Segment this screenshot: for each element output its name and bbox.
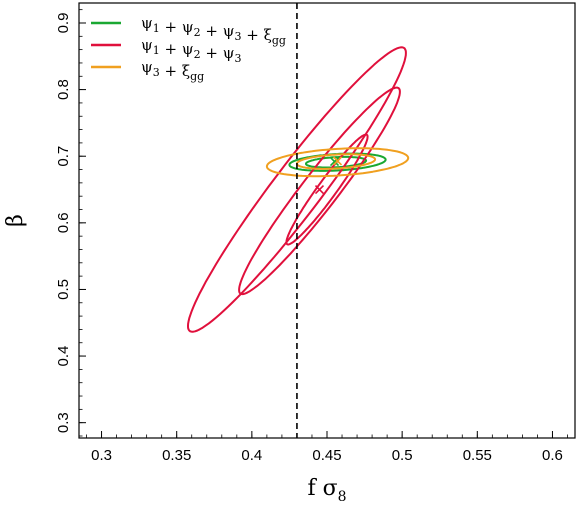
x-tick-label: 0.55 xyxy=(463,447,492,464)
y-tick-label: 0.9 xyxy=(55,13,72,34)
x-tick-label: 0.4 xyxy=(241,447,262,464)
x-tick-label: 0.5 xyxy=(392,447,413,464)
contour-line xyxy=(187,46,407,333)
x-tick-label: 0.35 xyxy=(162,447,191,464)
contour-layer xyxy=(187,46,410,333)
y-tick-label: 0.6 xyxy=(55,212,72,233)
legend-label: ψ1 + ψ2 + ψ3 + ξgg xyxy=(141,14,286,47)
axis-ticks: 0.3 0.35 0.4 0.45 0.5 0.55 0.6 0.3 0.4 0.5 0.6 0.7 0… xyxy=(55,9,568,464)
x-axis-title: f σ8 xyxy=(307,476,346,505)
legend-label: ψ3 + ξgg xyxy=(141,58,204,83)
x-tick-label: 0.6 xyxy=(542,447,563,464)
y-tick-label: 0.5 xyxy=(55,279,72,300)
y-tick-label: 0.8 xyxy=(55,79,72,100)
best-fit-markers xyxy=(314,156,343,195)
x-tick-label: 0.3 xyxy=(91,447,112,464)
y-tick-label: 0.4 xyxy=(55,346,72,367)
legend-label: ψ1 + ψ2 + ψ3 xyxy=(141,36,242,65)
y-axis-title: β xyxy=(3,214,28,227)
best-fit-marker xyxy=(329,156,340,167)
best-fit-marker xyxy=(332,156,343,166)
contour-line xyxy=(265,147,410,178)
x-tick-label: 0.45 xyxy=(312,447,341,464)
y-tick-label: 0.7 xyxy=(55,146,72,167)
best-fit-marker xyxy=(314,184,325,195)
y-tick-label: 0.3 xyxy=(55,412,72,433)
